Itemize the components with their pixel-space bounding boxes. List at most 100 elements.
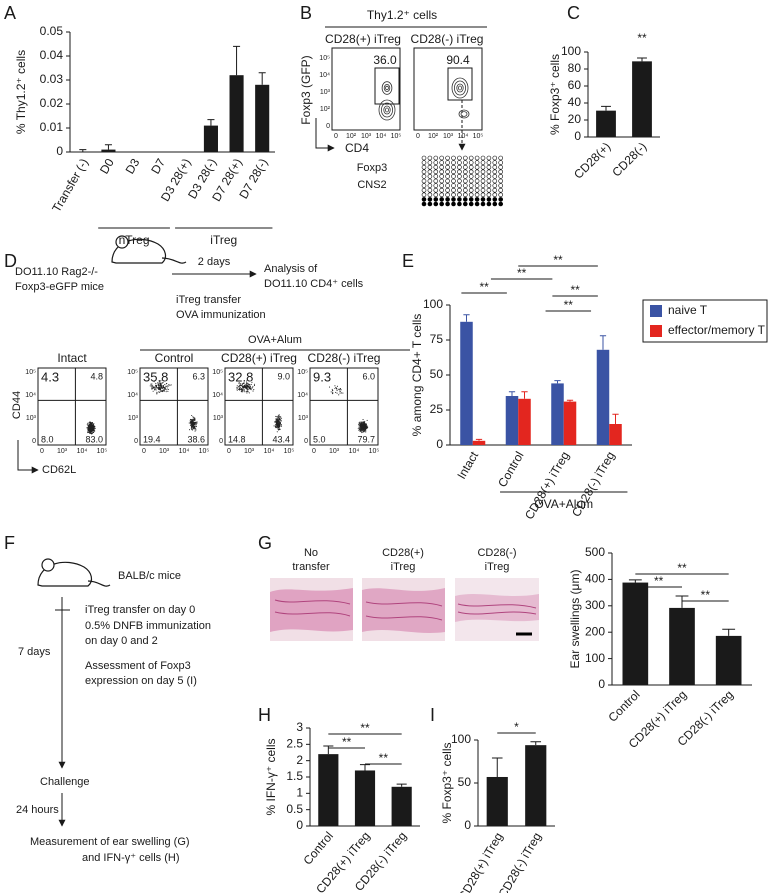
x-tick-label: D3	[123, 156, 143, 177]
axis-tick-label: 10⁵	[369, 448, 380, 455]
cpg-site	[433, 164, 439, 170]
axis-tick-label: 10⁵	[212, 369, 223, 376]
event-dot	[239, 386, 241, 389]
event-dot	[94, 426, 96, 428]
cpg-site	[439, 192, 445, 198]
cpg-site	[462, 183, 468, 188]
event-dot	[189, 419, 192, 421]
cpg-site	[451, 178, 456, 184]
axis-label: Foxp3 (GFP)	[299, 55, 313, 124]
event-dot	[243, 389, 245, 391]
quadrant-value: 43.4	[272, 434, 290, 444]
error-bar	[359, 764, 371, 771]
event-dot	[190, 421, 192, 423]
bar	[472, 440, 486, 445]
event-dot	[358, 427, 360, 429]
significance-label: **	[677, 561, 687, 575]
x-tick-label: Control	[300, 829, 336, 868]
event-dot	[339, 392, 341, 394]
event-dot	[192, 423, 194, 425]
error-bar	[323, 745, 334, 755]
event-dot	[164, 384, 166, 386]
contour	[384, 107, 389, 113]
axis-tick-label: 10⁴	[127, 392, 138, 399]
event-dot	[245, 383, 247, 385]
y-tick-label: 60	[568, 78, 582, 92]
cpg-site	[451, 197, 456, 202]
cpg-site	[498, 201, 504, 207]
event-dot	[159, 390, 161, 392]
axis-tick-label: 10⁴	[77, 448, 88, 455]
event-dot	[157, 382, 159, 384]
contour	[383, 105, 391, 115]
event-dot	[241, 391, 244, 393]
event-dot	[239, 389, 241, 391]
cpg-site	[474, 169, 480, 175]
event-dot	[278, 415, 280, 417]
y-tick-label: 0	[56, 144, 63, 158]
event-dot	[277, 421, 279, 423]
cpg-site	[498, 155, 504, 161]
quadrant-value: 6.0	[362, 371, 375, 381]
cpg-site	[427, 169, 433, 175]
axis-arrow	[315, 118, 335, 152]
event-dot	[194, 426, 196, 428]
event-dot	[246, 391, 248, 393]
cpg-site	[445, 187, 450, 193]
axis-tick-label: 10⁴	[264, 448, 275, 455]
event-dot	[193, 421, 195, 423]
event-dot	[339, 390, 341, 392]
event-dot	[192, 426, 194, 428]
event-dot	[246, 389, 248, 391]
cpg-site	[433, 183, 439, 188]
event-dot	[248, 387, 250, 389]
step: on day 0 and 2	[85, 635, 158, 647]
event-dot	[154, 387, 156, 389]
event-dot	[88, 430, 90, 432]
step: iTreg transfer on day 0	[85, 604, 195, 616]
contour	[385, 85, 389, 91]
event-dot	[160, 385, 162, 387]
event-dot	[357, 428, 359, 430]
dot-cloud	[149, 380, 198, 432]
event-dot	[359, 421, 361, 423]
event-dot	[195, 428, 197, 430]
event-dot	[92, 424, 94, 426]
error-bar	[612, 413, 619, 424]
histology-image	[455, 578, 539, 641]
axis-label: CD44	[11, 391, 23, 419]
event-dot	[152, 390, 154, 392]
cpg-site	[498, 187, 504, 193]
event-dot	[278, 418, 280, 420]
cpg-site	[498, 197, 504, 202]
event-dot	[92, 423, 94, 425]
event-dot	[248, 392, 250, 394]
axis-tick-label: 10³	[213, 415, 224, 422]
event-dot	[87, 432, 89, 434]
event-dot	[280, 425, 283, 427]
cpg-site	[462, 174, 468, 179]
y-tick-label: 40	[568, 95, 582, 109]
event-dot	[153, 381, 155, 383]
event-dot	[279, 423, 281, 425]
event-dot	[238, 386, 240, 388]
axis-tick-label: 10⁴	[458, 133, 469, 140]
event-dot	[238, 382, 240, 384]
cpg-site	[462, 192, 468, 198]
y-tick-label: 300	[585, 598, 605, 612]
bar	[669, 607, 695, 685]
event-dot	[247, 382, 249, 385]
cpg-site	[486, 164, 492, 170]
cpg-site	[445, 174, 450, 179]
event-dot	[151, 388, 153, 390]
cpg-site	[439, 164, 445, 170]
bar	[596, 110, 616, 137]
cpg-site	[486, 201, 492, 207]
cpg-site	[457, 174, 462, 179]
cpg-site	[445, 160, 450, 165]
contour	[458, 109, 470, 119]
axis-tick-label: 10³	[128, 415, 139, 422]
axis-tick-label: 10³	[298, 415, 309, 422]
cpg-site	[421, 178, 427, 184]
